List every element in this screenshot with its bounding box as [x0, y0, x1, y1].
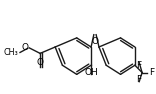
- Text: O: O: [91, 36, 98, 45]
- Text: CH₃: CH₃: [3, 48, 18, 57]
- Text: OH: OH: [84, 68, 98, 77]
- Text: F: F: [149, 68, 154, 77]
- Text: F: F: [136, 61, 141, 70]
- Text: F: F: [136, 75, 141, 84]
- Text: O: O: [37, 58, 44, 67]
- Text: O: O: [22, 43, 29, 52]
